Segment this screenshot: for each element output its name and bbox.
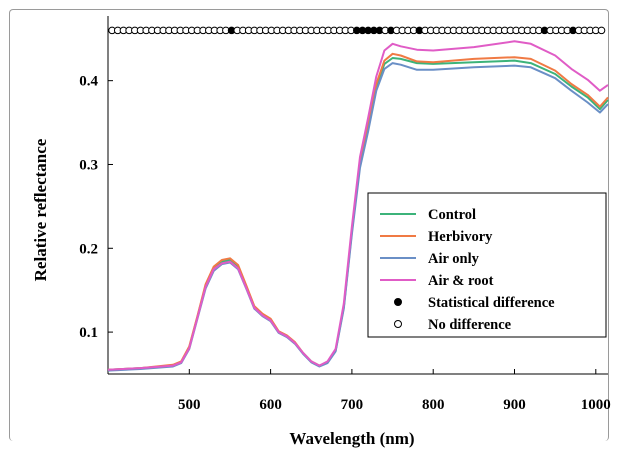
x-axis-title: Wavelength (nm) [289,429,414,448]
y-tick-label: 0.2 [79,241,98,257]
no-difference-marker [597,26,606,35]
x-tick-label: 800 [422,397,445,413]
y-tick-label: 0.3 [79,157,98,173]
x-tick-label: 600 [259,397,282,413]
y-axis-title: Relative reflectance [31,138,50,281]
x-tick-label: 900 [503,397,526,413]
series-line-air-root [107,40,609,371]
legend-label: Control [428,207,476,223]
y-tick-label: 0.1 [79,325,98,341]
legend-label: Air only [428,251,480,267]
legend-box [367,192,607,338]
legend-open-marker [394,320,402,328]
legend-label: Herbivory [428,229,493,245]
axes: 0.1 0.2 0.3 0.4 500 600 700 800 900 1000 [79,16,611,413]
legend-label: No difference [428,317,512,333]
legend-filled-marker [394,298,402,306]
legend: Control Herbivory Air only Air & root Statis… [367,192,607,338]
series-lines [107,40,609,372]
significance-markers [108,26,606,35]
x-tick-label: 500 [178,397,201,413]
chart-frame [9,9,609,441]
legend-label: Statistical difference [428,295,555,311]
x-tick-label: 700 [341,397,364,413]
legend-label: Air & root [428,273,494,289]
y-tick-label: 0.4 [79,74,98,90]
x-tick-label: 1000 [581,397,611,413]
